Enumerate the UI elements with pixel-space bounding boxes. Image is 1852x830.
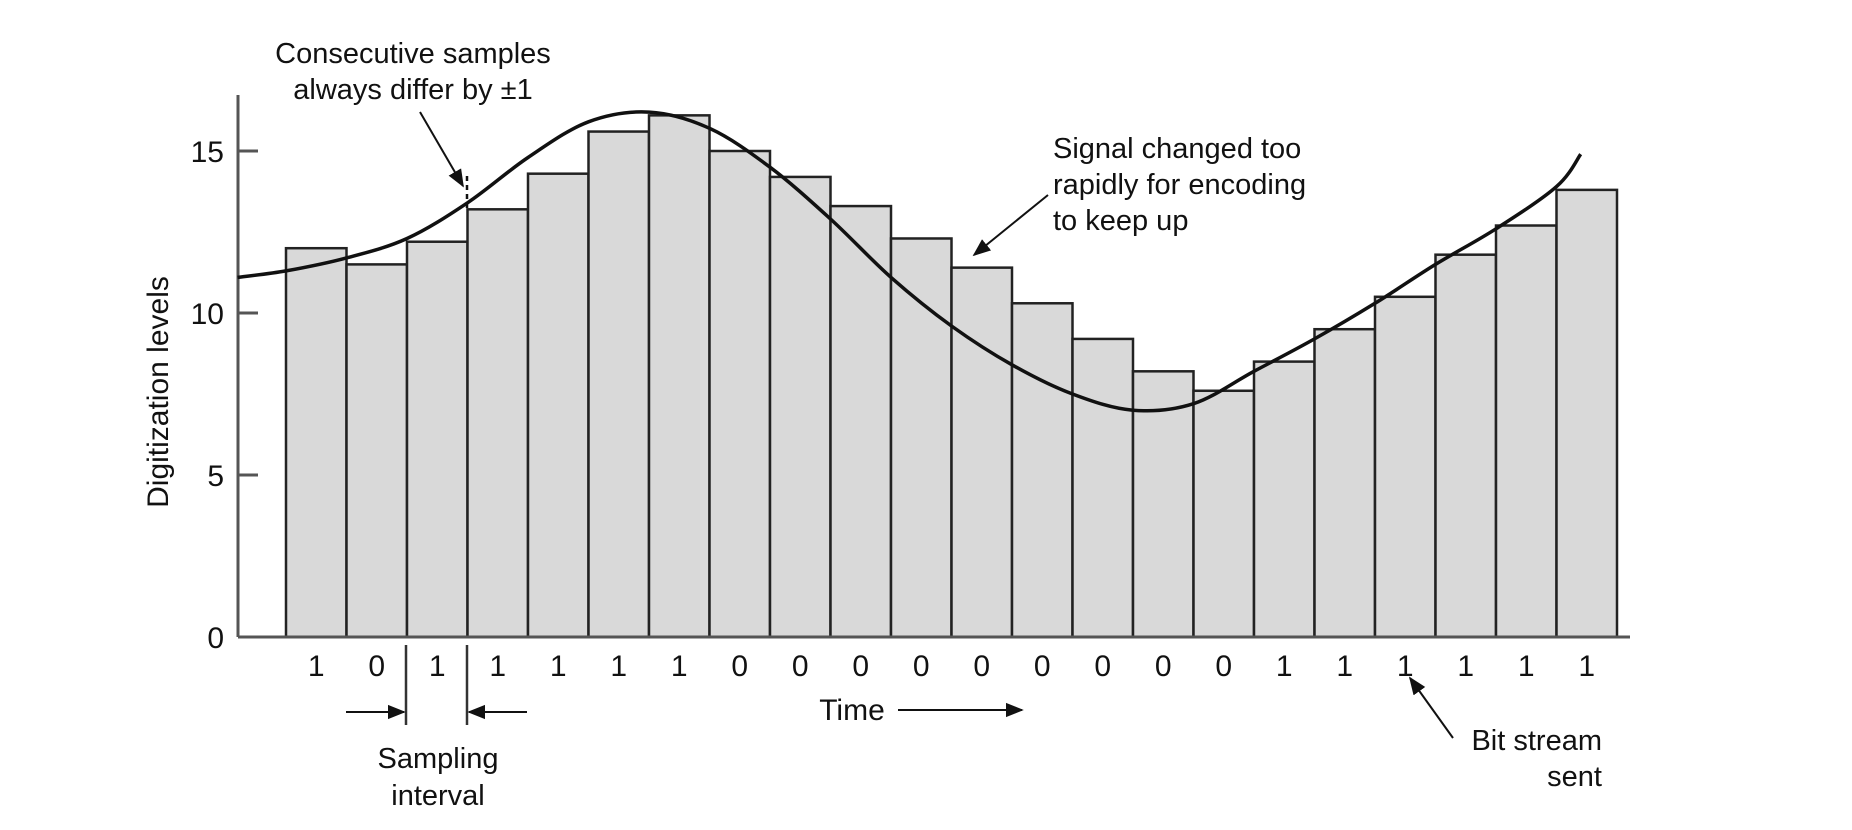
- bit-label: 1: [429, 650, 446, 683]
- annotation-consecutive-line2: always differ by ±1: [293, 74, 532, 106]
- sample-bar: [526, 172, 590, 639]
- time-axis-label: Time: [819, 694, 1024, 727]
- annotation-consecutive-line1: Consecutive samples: [275, 38, 551, 70]
- sample-bar: [1192, 389, 1256, 639]
- sample-bar: [466, 208, 530, 639]
- sample-bar: [768, 175, 832, 639]
- sample-bar: [284, 246, 348, 639]
- bit-label: 0: [1094, 650, 1111, 683]
- bit-label: 0: [913, 650, 930, 683]
- axes: [236, 95, 1630, 639]
- sample-bar: [889, 237, 953, 639]
- annotation-consecutive-samples: Consecutive samples always differ by ±1: [275, 38, 551, 212]
- bit-label: 0: [852, 650, 869, 683]
- sample-bar: [345, 263, 409, 639]
- y-axis-label: Digitization levels: [142, 276, 175, 508]
- y-ticks: 0 5 10 15: [191, 136, 258, 655]
- bit-label: 1: [1397, 650, 1414, 683]
- bit-label: 1: [550, 650, 567, 683]
- annotation-sampling-line1: Sampling: [378, 743, 499, 775]
- annotation-bit-stream: Bit stream sent: [1408, 676, 1602, 793]
- sample-bar: [1434, 253, 1498, 639]
- sample-bar: [1494, 224, 1558, 639]
- bit-label: 0: [792, 650, 809, 683]
- bit-label: 0: [368, 650, 385, 683]
- y-tick-label: 0: [207, 622, 224, 655]
- sample-bar: [950, 266, 1014, 639]
- bit-label: 1: [671, 650, 688, 683]
- annotation-bitstream-arrow: [1408, 676, 1454, 739]
- annotation-sampling-line2: interval: [391, 780, 485, 812]
- sample-bar: [708, 149, 772, 639]
- bit-label: 1: [1518, 650, 1535, 683]
- analog-signal-curve: [237, 110, 1583, 413]
- y-tick-label: 10: [191, 298, 224, 331]
- annotation-signal-line3: to keep up: [1053, 205, 1188, 237]
- sample-bar: [829, 204, 893, 639]
- annotation-signal-changed: Signal changed too rapidly for encoding …: [972, 133, 1306, 257]
- annotation-consecutive-arrow: [419, 111, 464, 188]
- sample-bar: [647, 114, 711, 639]
- annotation-signal-arrow: [972, 194, 1049, 257]
- annotation-sampling-interval: Sampling interval: [346, 645, 527, 812]
- bit-label: 1: [610, 650, 627, 683]
- bit-label: 1: [1276, 650, 1293, 683]
- bit-label: 0: [1155, 650, 1172, 683]
- bars: [284, 114, 1619, 639]
- sample-bar: [1071, 337, 1135, 639]
- annotation-bitstream-line2: sent: [1547, 761, 1602, 793]
- sample-bar: [587, 130, 651, 639]
- bit-label: 1: [1578, 650, 1595, 683]
- x-axis-label: Time: [819, 694, 885, 727]
- bit-label: 0: [973, 650, 990, 683]
- sample-bar: [1555, 188, 1619, 639]
- annotation-signal-line2: rapidly for encoding: [1053, 169, 1306, 201]
- y-tick-label: 5: [207, 460, 224, 493]
- bit-stream: 1 0 1 1 1 1 1 0 0 0 0 0 0 0 0 0 1 1 1 1 1 1: [308, 650, 1595, 683]
- y-tick-label: 15: [191, 136, 224, 169]
- sample-bar: [1252, 360, 1316, 639]
- annotation-bitstream-line1: Bit stream: [1471, 725, 1602, 757]
- sample-bar: [1131, 370, 1195, 639]
- sample-bar: [405, 240, 469, 639]
- bit-label: 0: [1215, 650, 1232, 683]
- sample-bar: [1373, 295, 1437, 639]
- sample-bar: [1313, 327, 1377, 639]
- bit-label: 0: [731, 650, 748, 683]
- bit-label: 0: [1034, 650, 1051, 683]
- bit-label: 1: [489, 650, 506, 683]
- sample-bar: [1010, 302, 1074, 639]
- bit-label: 1: [1457, 650, 1474, 683]
- bit-label: 1: [308, 650, 325, 683]
- annotation-signal-line1: Signal changed too: [1053, 133, 1301, 165]
- bit-label: 1: [1336, 650, 1353, 683]
